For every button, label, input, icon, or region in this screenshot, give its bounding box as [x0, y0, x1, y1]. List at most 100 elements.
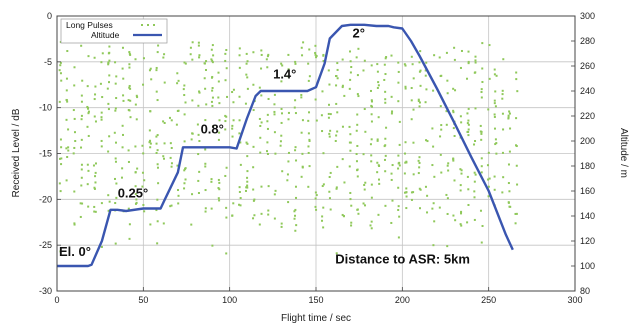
- long-pulses-point: [336, 111, 339, 114]
- long-pulses-point: [87, 55, 90, 58]
- long-pulses-point: [445, 123, 448, 126]
- long-pulses-point: [473, 171, 476, 174]
- long-pulses-point: [266, 66, 269, 69]
- long-pulses-point: [467, 123, 470, 126]
- long-pulses-point: [86, 183, 89, 186]
- long-pulses-point: [87, 134, 90, 137]
- long-pulses-point: [114, 160, 117, 163]
- long-pulses-point: [515, 144, 518, 147]
- long-pulses-point: [258, 86, 261, 89]
- long-pulses-point: [474, 173, 477, 176]
- long-pulses-point: [134, 185, 137, 188]
- long-pulses-point: [93, 205, 96, 208]
- long-pulses-point: [127, 149, 130, 152]
- long-pulses-point: [67, 149, 70, 152]
- y-right-tick-label: 200: [580, 136, 595, 146]
- long-pulses-point: [58, 157, 61, 160]
- long-pulses-point: [405, 160, 408, 163]
- long-pulses-point: [425, 61, 428, 64]
- long-pulses-point: [73, 222, 76, 225]
- annotation-label: 0.25°: [118, 185, 149, 200]
- long-pulses-point: [384, 57, 387, 60]
- long-pulses-point: [432, 244, 435, 247]
- long-pulses-point: [211, 61, 214, 64]
- long-pulses-point: [197, 153, 200, 156]
- long-pulses-point: [210, 207, 213, 210]
- long-pulses-point: [370, 154, 373, 157]
- long-pulses-point: [473, 71, 476, 74]
- long-pulses-point: [100, 111, 103, 114]
- long-pulses-point: [100, 145, 103, 148]
- long-pulses-point: [121, 124, 124, 127]
- long-pulses-point: [501, 112, 504, 115]
- long-pulses-point: [508, 150, 511, 153]
- legend-swatch-long-pulses: [147, 24, 149, 26]
- long-pulses-point: [321, 185, 324, 188]
- long-pulses-point: [418, 61, 421, 64]
- long-pulses-point: [143, 210, 146, 213]
- long-pulses-point: [155, 151, 158, 154]
- long-pulses-point: [418, 70, 421, 73]
- long-pulses-point: [198, 90, 201, 93]
- long-pulses-point: [446, 92, 449, 95]
- long-pulses-point: [514, 212, 517, 215]
- long-pulses-point: [350, 224, 353, 227]
- long-pulses-point: [143, 179, 146, 182]
- long-pulses-point: [370, 138, 373, 141]
- long-pulses-point: [128, 86, 131, 89]
- long-pulses-point: [259, 151, 262, 154]
- long-pulses-point: [445, 110, 448, 113]
- long-pulses-point: [452, 159, 455, 162]
- long-pulses-point: [210, 100, 213, 103]
- long-pulses-point: [364, 130, 367, 133]
- long-pulses-point: [466, 77, 469, 80]
- long-pulses-point: [439, 135, 442, 138]
- long-pulses-series: [58, 40, 519, 255]
- long-pulses-point: [383, 63, 386, 66]
- long-pulses-point: [225, 115, 228, 118]
- long-pulses-point: [60, 146, 63, 149]
- long-pulses-point: [460, 224, 463, 227]
- long-pulses-point: [293, 217, 296, 220]
- altitude-line: [57, 23, 514, 268]
- long-pulses-point: [162, 56, 165, 59]
- long-pulses-point: [211, 44, 214, 47]
- long-pulses-point: [412, 173, 415, 176]
- long-pulses-point: [73, 146, 76, 149]
- long-pulses-point: [509, 127, 512, 130]
- long-pulses-point: [287, 68, 290, 71]
- long-pulses-point: [94, 93, 97, 96]
- long-pulses-point: [122, 99, 125, 102]
- long-pulses-point: [267, 213, 270, 216]
- long-pulses-point: [142, 57, 145, 60]
- long-pulses-point: [370, 160, 373, 163]
- long-pulses-point: [115, 182, 118, 185]
- long-pulses-point: [148, 129, 151, 132]
- long-pulses-point: [287, 118, 290, 121]
- long-pulses-point: [390, 54, 393, 57]
- long-pulses-point: [419, 84, 422, 87]
- long-pulses-point: [134, 145, 137, 148]
- long-pulses-point: [515, 78, 518, 81]
- long-pulses-point: [404, 85, 407, 88]
- long-pulses-point: [149, 223, 152, 226]
- long-pulses-point: [467, 130, 470, 133]
- long-pulses-point: [295, 196, 298, 199]
- long-pulses-point: [155, 135, 158, 138]
- long-pulses-point: [60, 157, 63, 160]
- y-right-tick-label: 180: [580, 161, 595, 171]
- long-pulses-point: [460, 121, 463, 124]
- y-left-tick-label: -20: [39, 194, 52, 204]
- long-pulses-point: [141, 144, 144, 147]
- long-pulses-point: [307, 145, 310, 148]
- long-pulses-point: [217, 178, 220, 181]
- long-pulses-point: [480, 132, 483, 135]
- long-pulses-point: [438, 56, 441, 59]
- long-pulses-point: [218, 188, 221, 191]
- long-pulses-point: [384, 73, 387, 76]
- long-pulses-point: [452, 109, 455, 112]
- long-pulses-point: [252, 217, 255, 220]
- y-left-tick-label: -15: [39, 149, 52, 159]
- long-pulses-point: [410, 55, 413, 58]
- long-pulses-point: [397, 167, 400, 170]
